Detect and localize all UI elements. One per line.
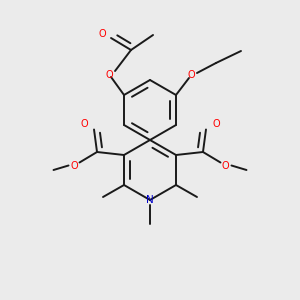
Text: O: O: [80, 118, 88, 128]
Text: O: O: [105, 70, 113, 80]
Text: O: O: [187, 70, 195, 80]
Text: O: O: [212, 118, 220, 128]
Text: N: N: [146, 195, 154, 205]
Text: O: O: [222, 160, 229, 170]
Text: O: O: [71, 160, 78, 170]
Text: O: O: [98, 29, 106, 39]
